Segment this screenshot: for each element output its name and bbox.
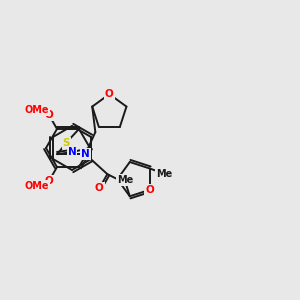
- Text: O: O: [45, 110, 53, 120]
- Text: OMe: OMe: [25, 105, 49, 115]
- Text: Me: Me: [156, 169, 172, 178]
- Text: Me: Me: [117, 175, 133, 185]
- Text: N: N: [81, 149, 90, 159]
- Text: O: O: [95, 183, 104, 193]
- Text: N: N: [68, 147, 76, 157]
- Text: OMe: OMe: [25, 181, 49, 191]
- Text: O: O: [146, 185, 154, 195]
- Text: O: O: [45, 176, 53, 186]
- Text: S: S: [63, 137, 70, 148]
- Text: O: O: [105, 89, 114, 99]
